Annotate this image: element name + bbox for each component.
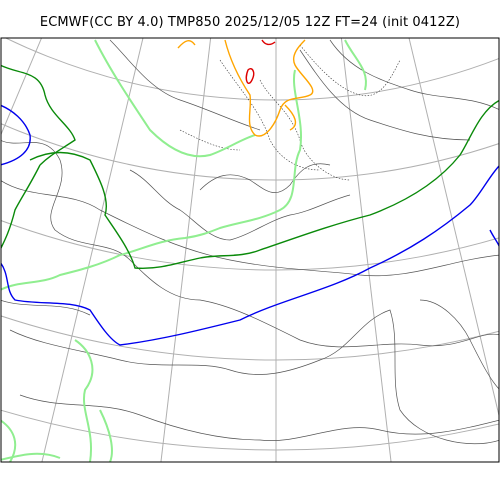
map-frame xyxy=(0,37,500,463)
blue-isotherm xyxy=(1,104,499,346)
light-green-isotherm xyxy=(1,39,367,462)
orange-isotherm xyxy=(177,39,314,137)
coastlines xyxy=(1,39,499,445)
red-isotherm xyxy=(245,39,276,84)
green-isotherm xyxy=(1,64,499,270)
map-title: ECMWF(CC BY 4.0) TMP850 2025/12/05 12Z F… xyxy=(39,15,461,30)
